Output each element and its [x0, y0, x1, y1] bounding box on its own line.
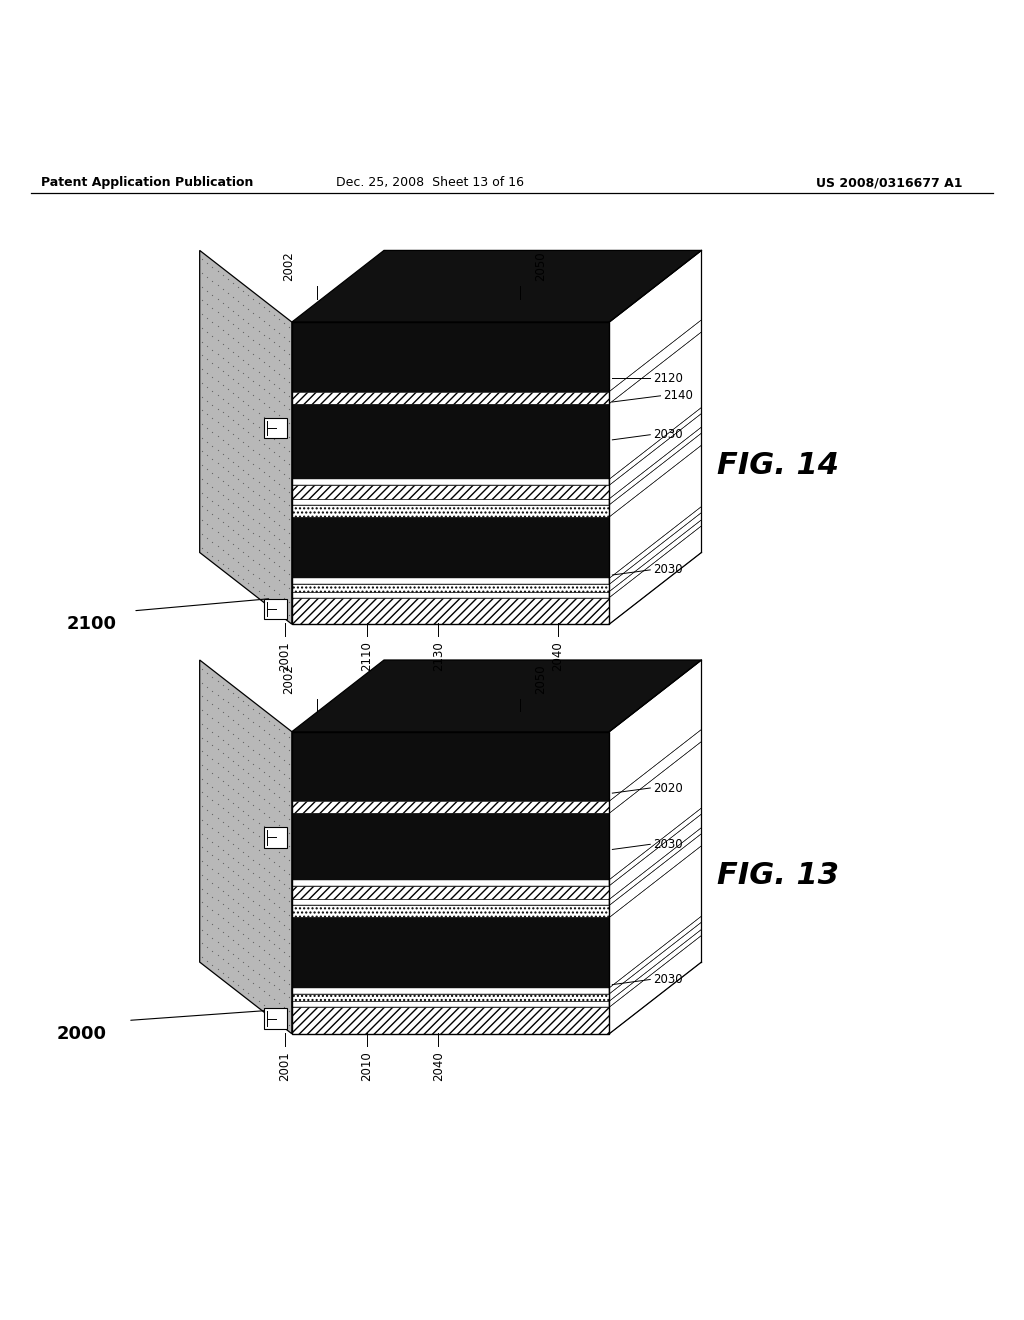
Bar — [292, 322, 609, 624]
Bar — [292, 585, 609, 591]
Bar — [292, 917, 609, 987]
Text: Patent Application Publication: Patent Application Publication — [41, 177, 253, 189]
Text: 2100: 2100 — [67, 615, 117, 634]
Text: 2002: 2002 — [283, 251, 295, 281]
Text: 2120: 2120 — [653, 372, 683, 385]
Bar — [292, 987, 609, 994]
Bar — [264, 1008, 287, 1028]
Polygon shape — [292, 251, 701, 322]
Bar — [292, 731, 609, 1034]
Bar — [292, 879, 609, 886]
Bar — [264, 828, 287, 847]
Text: 2110: 2110 — [360, 642, 373, 672]
Bar — [292, 813, 609, 879]
Bar — [292, 906, 609, 917]
Bar — [264, 417, 287, 438]
Text: FIG. 14: FIG. 14 — [717, 451, 839, 480]
Bar — [292, 731, 609, 801]
Text: 2050: 2050 — [535, 664, 547, 694]
Text: 2002: 2002 — [283, 664, 295, 694]
Text: FIG. 13: FIG. 13 — [717, 861, 839, 890]
Polygon shape — [200, 660, 292, 1034]
Bar — [292, 899, 609, 906]
Bar — [292, 404, 609, 479]
Text: 2030: 2030 — [653, 973, 683, 986]
Text: 2040: 2040 — [552, 642, 564, 672]
Bar — [292, 578, 609, 585]
Text: 2140: 2140 — [664, 389, 693, 403]
Text: 2000: 2000 — [56, 1024, 106, 1043]
Bar — [264, 599, 287, 619]
Bar — [292, 486, 609, 499]
Bar — [292, 1001, 609, 1007]
Bar — [292, 322, 609, 392]
Text: 2030: 2030 — [653, 428, 683, 441]
Bar — [292, 598, 609, 624]
Text: 2030: 2030 — [653, 564, 683, 577]
Bar — [292, 731, 609, 1034]
Bar — [292, 392, 609, 404]
Text: 2001: 2001 — [279, 642, 291, 672]
Bar — [292, 499, 609, 504]
Bar — [292, 504, 609, 517]
Text: 2020: 2020 — [653, 781, 683, 795]
Text: Dec. 25, 2008  Sheet 13 of 16: Dec. 25, 2008 Sheet 13 of 16 — [336, 177, 524, 189]
Bar — [292, 886, 609, 899]
Text: 2050: 2050 — [535, 252, 547, 281]
Bar — [292, 591, 609, 598]
Text: US 2008/0316677 A1: US 2008/0316677 A1 — [816, 177, 963, 189]
Bar — [292, 517, 609, 578]
Bar — [292, 322, 609, 624]
Text: 2030: 2030 — [653, 838, 683, 851]
Bar — [292, 801, 609, 813]
Text: 2040: 2040 — [432, 1051, 444, 1081]
Bar — [292, 994, 609, 1001]
Text: 2001: 2001 — [279, 1051, 291, 1081]
Polygon shape — [292, 660, 701, 731]
Bar — [292, 1007, 609, 1034]
Text: 2130: 2130 — [432, 642, 444, 672]
Bar — [292, 479, 609, 486]
Polygon shape — [200, 251, 292, 624]
Text: 2010: 2010 — [360, 1051, 373, 1081]
